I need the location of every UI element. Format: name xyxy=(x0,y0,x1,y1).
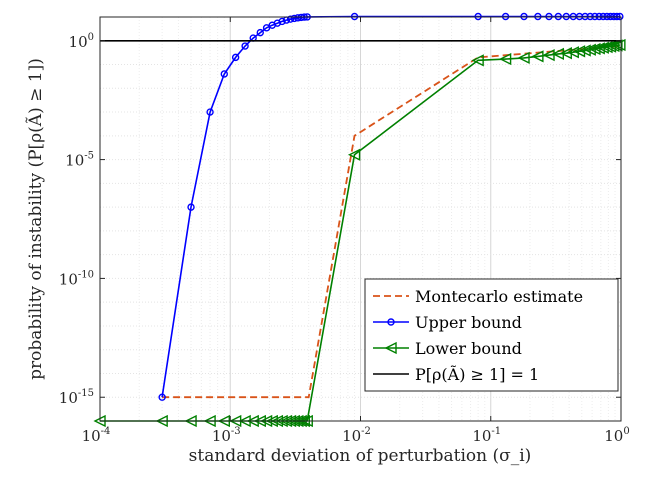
legend-label: P[ρ(Ã) ≥ 1] = 1 xyxy=(415,364,539,384)
data-point xyxy=(517,51,530,65)
data-point xyxy=(187,203,195,211)
legend-box xyxy=(364,278,619,392)
legend-label: Montecarlo estimate xyxy=(415,287,583,306)
data-point xyxy=(241,42,249,50)
y-tick-label: 100 xyxy=(69,32,94,51)
data-point xyxy=(262,24,271,32)
data-point xyxy=(542,48,555,62)
y-axis-label: probability of instability (P[ρ(Ã) ≥ 1]) xyxy=(25,58,46,380)
data-point xyxy=(256,28,264,37)
data-point xyxy=(501,12,510,21)
x-axis-label: standard deviation of perturbation (σ_i) xyxy=(189,446,532,466)
data-point xyxy=(586,12,594,21)
legend-label: Lower bound xyxy=(415,339,522,358)
data-point xyxy=(206,108,214,116)
data-point xyxy=(520,12,528,21)
data-point xyxy=(471,54,484,67)
data-point xyxy=(499,52,512,66)
data-point xyxy=(534,12,542,21)
x-tick-label: 10-1 xyxy=(472,426,501,445)
data-point xyxy=(231,53,240,62)
data-point xyxy=(220,70,228,78)
data-point xyxy=(384,341,397,355)
legend: Montecarlo estimate Upper bound Lower boun… xyxy=(364,278,619,392)
series-1 xyxy=(162,45,622,399)
data-point xyxy=(572,45,586,58)
data-point xyxy=(595,12,603,21)
data-point xyxy=(578,44,591,57)
data-point xyxy=(613,38,626,52)
y-tick-label: 10-15 xyxy=(59,388,94,407)
data-point xyxy=(554,12,562,21)
data-point xyxy=(607,39,620,53)
y-tick-label: 10-10 xyxy=(59,269,94,288)
x-tick-label: 100 xyxy=(604,426,629,445)
data-point xyxy=(566,46,579,59)
x-tick-label: 10-4 xyxy=(82,426,111,445)
data-point xyxy=(278,17,286,26)
data-point xyxy=(273,19,282,27)
y-tick-label: 10-5 xyxy=(65,151,94,170)
data-point xyxy=(562,12,570,21)
series-line xyxy=(162,45,622,399)
data-point xyxy=(474,12,482,21)
data-point xyxy=(286,15,295,23)
axis-ticks: 10-4 10-3 10-2 10-1 100 10-15 10-10 10-5 100 xyxy=(59,17,630,445)
data-point xyxy=(610,39,623,52)
data-point xyxy=(616,12,624,21)
data-point xyxy=(591,12,599,21)
data-point xyxy=(531,50,544,63)
data-point xyxy=(583,43,596,56)
x-tick-label: 10-3 xyxy=(212,426,241,445)
data-point xyxy=(599,12,607,21)
data-point xyxy=(347,148,361,161)
data-point xyxy=(350,12,359,21)
data-point xyxy=(581,12,589,21)
data-point xyxy=(545,12,553,21)
data-point xyxy=(387,318,395,326)
data-point xyxy=(290,14,298,23)
data-point xyxy=(158,393,166,401)
legend-label: Upper bound xyxy=(415,313,522,332)
x-tick-label: 10-2 xyxy=(342,426,371,445)
data-point xyxy=(613,12,621,21)
data-point xyxy=(603,12,611,21)
